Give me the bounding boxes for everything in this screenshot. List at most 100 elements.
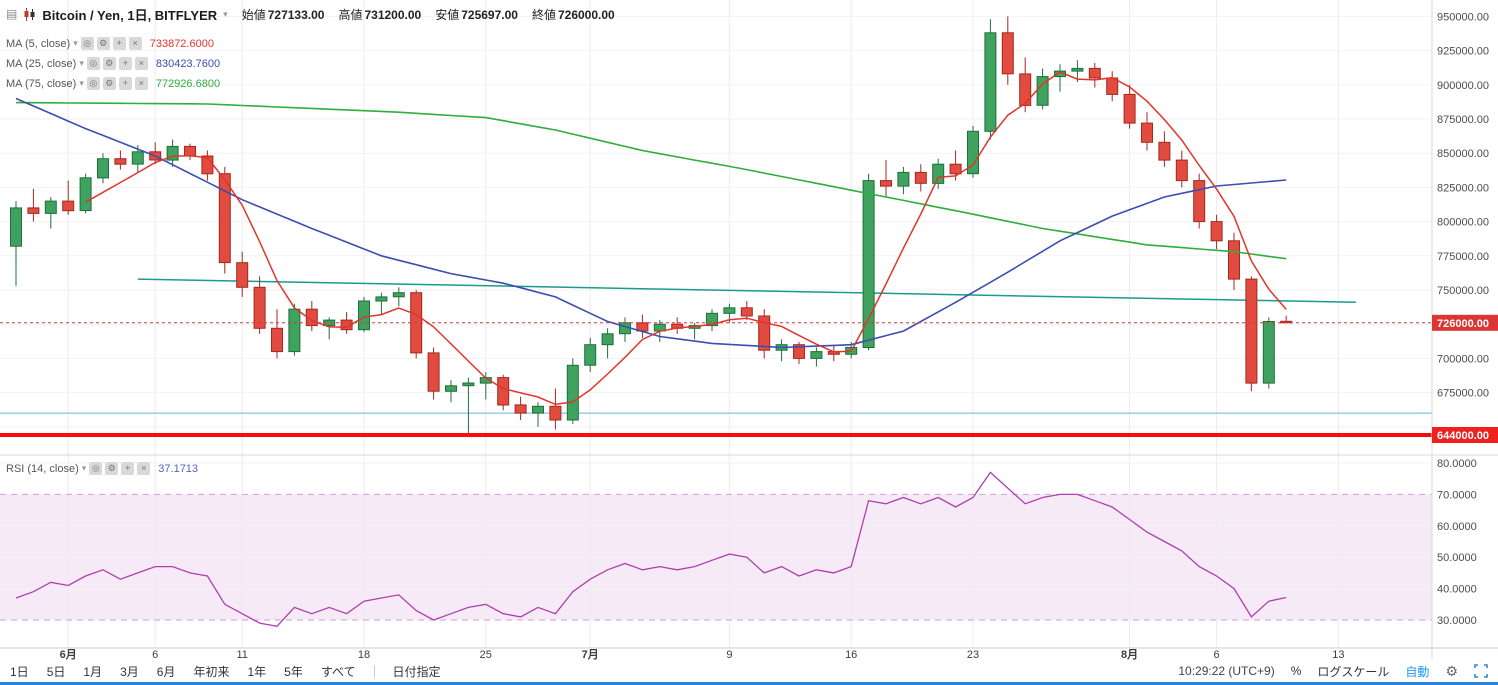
time-axis-label[interactable]: 23 [967,649,979,660]
plus-icon[interactable]: + [121,462,135,475]
trendline[interactable] [137,278,1356,304]
time-axis-label[interactable]: 13 [1332,649,1344,660]
candle-body [392,292,405,298]
time-axis-label[interactable]: 6 [1214,649,1220,660]
price-axis-label: 875000.00 [1437,114,1489,126]
fullscreen-icon[interactable] [1474,664,1488,678]
eye-icon[interactable]: ◎ [80,37,94,50]
candle-body [880,180,892,187]
rsi-line [15,471,1287,628]
close-icon[interactable]: × [134,77,148,90]
indicator-label[interactable]: MA (75, close) [6,77,77,90]
gear-icon[interactable]: ⚙ [105,462,119,475]
date-range-button[interactable]: 日付指定 [392,664,441,679]
time-axis-label[interactable]: 6月 [60,648,77,660]
price-axis-label: 950000.00 [1437,11,1489,23]
symbol-title[interactable]: Bitcoin / Yen, 1日, BITFLYER [42,7,218,23]
low-value: 725697.00 [461,7,518,22]
range-5y-button[interactable]: 5年 [284,664,303,679]
gear-icon[interactable]: ⚙ [102,77,116,90]
rsi-axis-label: 80.0000 [1437,458,1477,470]
price-axis-label: 750000.00 [1437,285,1489,297]
time-axis-label[interactable]: 11 [236,649,247,660]
chart-canvas[interactable]: 950000.00 925000.00 900000.00 875000.00 8500… [0,0,1498,660]
chevron-down-icon[interactable]: ▾ [223,8,228,19]
panel-toggle-icon[interactable]: ▤ [6,7,18,21]
open-label: 始値 [241,7,266,22]
time-axis-label[interactable]: 8月 [1121,648,1138,660]
indicator-legend-ma75: MA (75, close) ▾ ◎ ⚙ + × 772926.6800 [6,76,220,91]
candle-body [723,307,736,314]
indicator-legend-ma5: MA (5, close) ▾ ◎ ⚙ + × 733872.6000 [6,36,214,51]
candle-body [1193,180,1206,223]
candle-body [218,173,231,264]
candle-body [184,145,196,157]
range-6m-button[interactable]: 6月 [156,664,176,679]
range-5d-button[interactable]: 5日 [46,664,66,679]
auto-scale-button[interactable]: 自動 [1405,664,1430,679]
plus-icon[interactable]: + [118,77,132,90]
ohlc-low: 安値 725697.00 [435,6,518,23]
candle-body [166,145,179,161]
log-scale-button[interactable]: ログスケール [1317,664,1390,679]
indicator-label[interactable]: RSI (14, close) [6,462,79,475]
range-buttons-group: 1日 5日 1月 3月 6月 年初来 1年 5年 すべて 日付指定 [10,663,441,680]
candle-body [549,405,562,421]
toolbar-divider [373,664,375,678]
gear-icon[interactable]: ⚙ [102,57,116,70]
candle-body [10,207,22,247]
time-axis-label[interactable]: 9 [726,649,732,660]
range-1d-button[interactable]: 1日 [10,664,29,679]
eye-icon[interactable]: ◎ [86,57,100,70]
candle-body [79,177,92,212]
eye-icon[interactable]: ◎ [86,77,100,90]
indicator-value: 772926.6800 [155,77,221,90]
range-all-button[interactable]: すべて [320,664,356,679]
candle-body [584,344,597,366]
range-1m-button[interactable]: 1月 [83,664,103,679]
candle-body [601,333,614,346]
gear-icon[interactable]: ⚙ [96,37,110,50]
chevron-down-icon[interactable]: ▾ [81,463,87,473]
eye-icon[interactable]: ◎ [89,462,103,475]
time-axis-label[interactable]: 6 [152,649,158,660]
ma25-line [15,97,1287,349]
close-icon[interactable]: × [134,57,148,70]
bottom-toolbar: 1日 5日 1月 3月 6月 年初来 1年 5年 すべて 日付指定 10:29:… [0,660,1498,682]
chevron-down-icon[interactable]: ▾ [79,58,84,68]
time-axis-label[interactable]: 25 [480,649,492,660]
indicator-label[interactable]: MA (5, close) [6,37,71,50]
plus-icon[interactable]: + [112,37,126,50]
clock[interactable]: 10:29:22 (UTC+9) [1178,664,1275,678]
close-icon[interactable]: × [137,462,151,475]
range-ytd-button[interactable]: 年初来 [193,664,230,679]
close-icon[interactable]: × [128,37,142,50]
candlestick-style-icon[interactable] [23,7,36,21]
chevron-down-icon[interactable]: ▾ [79,78,84,88]
current-price-badge [1432,314,1498,331]
settings-gear-icon[interactable]: ⚙ [1445,663,1458,679]
percent-scale-button[interactable]: % [1290,664,1302,678]
range-3m-button[interactable]: 3月 [120,664,139,679]
indicator-label[interactable]: MA (25, close) [6,57,77,70]
candle-body [914,171,927,184]
high-value: 731200.00 [364,7,422,22]
chart-header: ▤ Bitcoin / Yen, 1日, BITFLYER ▾ 始値 727133… [6,4,615,24]
time-axis-label[interactable]: 16 [845,649,857,660]
candle-body [566,364,579,421]
candle-body [114,158,127,165]
candle-body [740,307,753,317]
plus-icon[interactable]: + [118,57,132,70]
candle-body [967,130,979,175]
chevron-down-icon[interactable]: ▾ [73,38,78,48]
range-1y-button[interactable]: 1年 [247,664,267,679]
time-axis-label[interactable]: 18 [358,649,370,660]
rsi-axis-label: 40.0000 [1437,584,1477,596]
scale-controls-group: 10:29:22 (UTC+9) % ログスケール 自動 ⚙ [1178,663,1488,680]
indicator-value: 37.1713 [158,462,199,475]
candle-body [253,286,266,329]
candle-body [1245,278,1258,384]
price-axis-label: 675000.00 [1437,388,1489,400]
time-axis-label[interactable]: 7月 [582,648,599,660]
price-axis-label: 925000.00 [1437,46,1489,58]
